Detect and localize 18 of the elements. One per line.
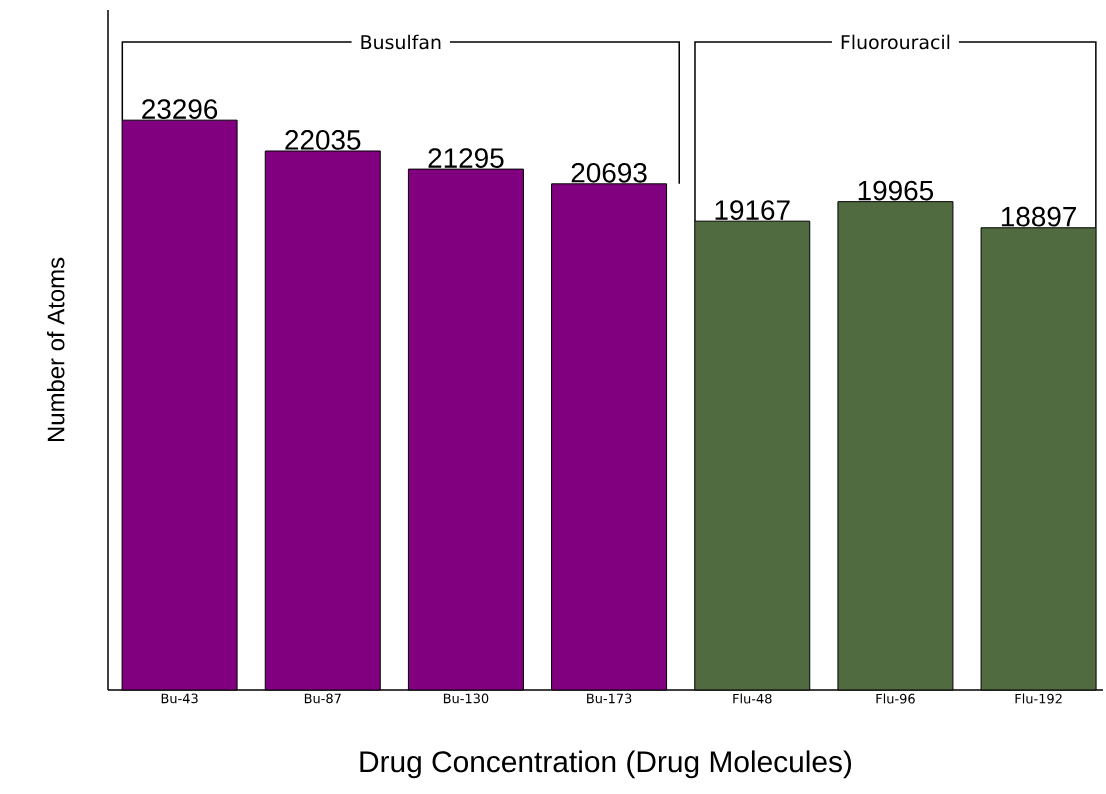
x-tick-label: Flu-48 xyxy=(733,693,772,704)
data-label: 19965 xyxy=(858,180,934,201)
data-label: 20693 xyxy=(571,162,647,183)
data-label: 18897 xyxy=(1001,206,1076,227)
x-tick-label: Bu-130 xyxy=(443,693,489,704)
x-axis-title: Drug Concentration (Drug Molecules) xyxy=(360,750,852,779)
data-label: 21295 xyxy=(428,148,504,168)
x-tick-label: Flu-192 xyxy=(1015,693,1062,704)
annotation: Fluorouracil xyxy=(841,34,950,50)
x-tick-label: Flu-96 xyxy=(876,693,915,704)
y-axis-title: Number of Atoms xyxy=(46,257,65,442)
data-label: 22035 xyxy=(285,130,361,150)
x-tick-label: Bu-173 xyxy=(587,693,632,704)
annotation: Busulfan xyxy=(361,34,441,50)
x-tick-label: Bu-43 xyxy=(161,693,198,704)
data-label: 19167 xyxy=(715,200,790,220)
data-label: 23296 xyxy=(142,99,218,119)
x-tick-label: Bu-87 xyxy=(304,693,341,704)
